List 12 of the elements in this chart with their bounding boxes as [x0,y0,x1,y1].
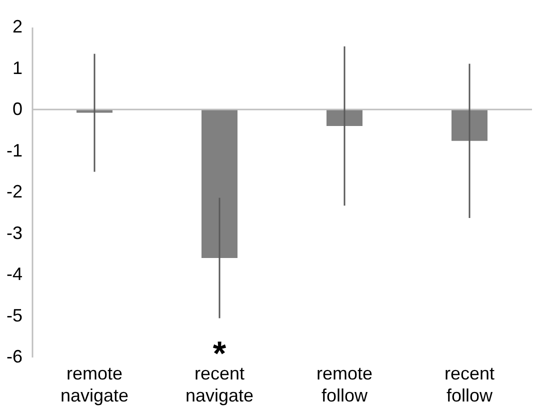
y-tick-label: 1 [12,58,22,78]
y-tick-label: -1 [6,140,22,160]
x-tick-label: remote navigate [60,364,129,406]
x-tick-label: remote follow [316,364,373,406]
x-tick-label: recent follow [444,364,495,406]
y-tick-label: -3 [6,222,22,243]
y-tick-label: -6 [6,346,22,366]
y-tick-label: 2 [12,16,22,36]
y-tick-label: -5 [6,305,22,326]
y-tick-label: 0 [12,99,22,119]
y-tick-label: -4 [6,264,22,284]
y-tick-label: -2 [6,182,22,202]
